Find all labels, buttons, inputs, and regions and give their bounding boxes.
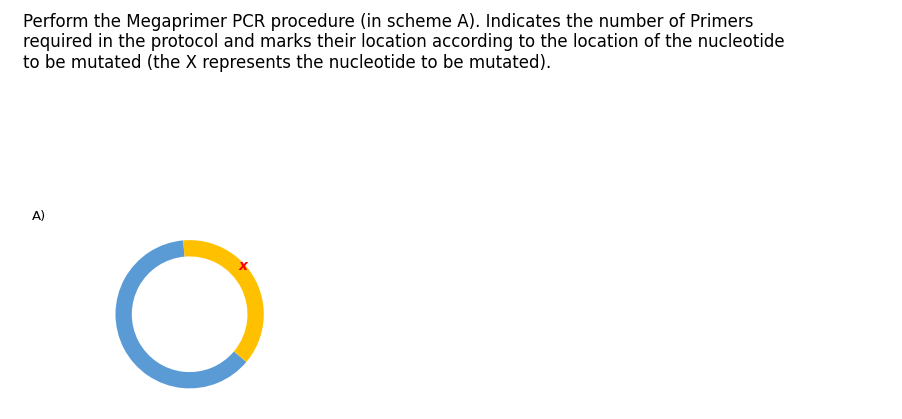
Text: Perform the Megaprimer PCR procedure (in scheme A). Indicates the number of Prim: Perform the Megaprimer PCR procedure (in… bbox=[23, 13, 783, 72]
Text: x: x bbox=[239, 259, 248, 273]
Text: A): A) bbox=[32, 210, 46, 222]
Wedge shape bbox=[183, 240, 263, 362]
Wedge shape bbox=[115, 241, 246, 388]
